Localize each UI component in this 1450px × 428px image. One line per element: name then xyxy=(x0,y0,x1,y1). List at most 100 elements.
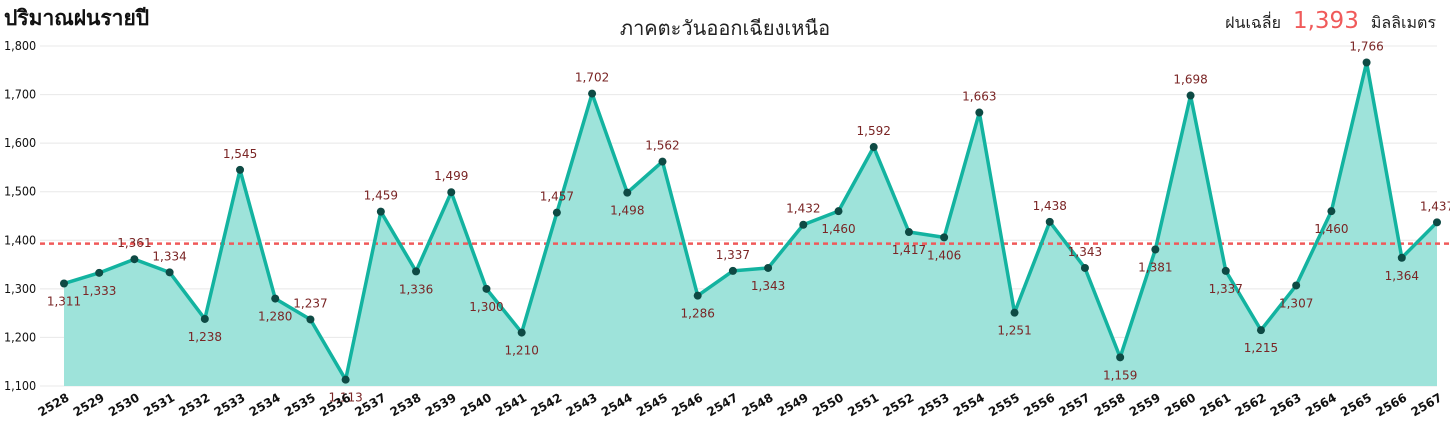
data-label: 1,336 xyxy=(399,282,433,296)
data-point xyxy=(341,375,350,384)
x-tick-label: 2530 xyxy=(106,390,142,419)
x-tick-label: 2529 xyxy=(71,390,107,419)
data-label: 1,237 xyxy=(293,296,327,310)
data-label: 1,311 xyxy=(47,295,81,309)
data-point xyxy=(1327,207,1336,216)
data-point xyxy=(165,268,174,277)
x-tick-label: 2566 xyxy=(1373,390,1409,419)
data-label: 1,437 xyxy=(1420,199,1450,213)
data-label: 1,159 xyxy=(1103,368,1137,382)
x-tick-label: 2558 xyxy=(1092,390,1128,419)
data-label: 1,337 xyxy=(1209,282,1243,296)
data-label: 1,343 xyxy=(751,279,785,293)
x-tick-label: 2561 xyxy=(1197,390,1233,419)
x-tick-label: 2560 xyxy=(1162,390,1198,419)
x-tick-label: 2552 xyxy=(880,390,916,419)
x-tick-label: 2532 xyxy=(176,390,212,419)
x-tick-label: 2539 xyxy=(423,390,459,419)
data-point xyxy=(412,267,421,276)
data-point xyxy=(1080,263,1089,272)
data-label: 1,499 xyxy=(434,169,468,183)
data-label: 1,417 xyxy=(892,243,926,257)
data-label: 1,545 xyxy=(223,147,257,161)
data-point xyxy=(693,291,702,300)
data-point xyxy=(1362,58,1371,67)
data-label: 1,210 xyxy=(504,344,538,358)
area-fill xyxy=(64,62,1437,387)
data-point xyxy=(940,233,949,242)
data-point xyxy=(588,89,597,98)
average-summary: ฝนเฉลี่ย 1,393 มิลลิเมตร xyxy=(1225,8,1436,36)
data-label: 1,592 xyxy=(857,124,891,138)
data-label: 1,337 xyxy=(716,248,750,262)
x-tick-label: 2542 xyxy=(528,390,564,419)
data-point xyxy=(869,143,878,152)
data-point xyxy=(1151,245,1160,254)
x-tick-label: 2563 xyxy=(1268,390,1304,419)
x-tick-label: 2556 xyxy=(1021,390,1057,419)
x-tick-label: 2534 xyxy=(247,390,283,419)
x-tick-label: 2541 xyxy=(493,390,529,419)
x-tick-label: 2559 xyxy=(1127,390,1163,419)
data-label: 1,432 xyxy=(786,202,820,216)
data-label: 1,113 xyxy=(328,391,362,405)
data-label: 1,334 xyxy=(152,249,186,263)
data-label: 1,280 xyxy=(258,310,292,324)
data-point xyxy=(1116,353,1125,362)
data-point xyxy=(799,220,808,229)
data-point xyxy=(1186,91,1195,100)
x-tick-label: 2543 xyxy=(564,390,600,419)
x-tick-label: 2564 xyxy=(1303,390,1339,419)
series-line xyxy=(63,60,1439,382)
x-tick-label: 2554 xyxy=(951,390,987,419)
y-tick-label: 1,600 xyxy=(4,135,36,150)
data-label: 1,460 xyxy=(821,222,855,236)
data-point xyxy=(834,207,843,216)
data-point xyxy=(1292,281,1301,290)
x-tick-label: 2538 xyxy=(388,390,424,419)
x-tick-label: 2547 xyxy=(704,390,740,419)
data-point xyxy=(306,315,315,324)
data-point xyxy=(271,294,280,303)
data-label: 1,381 xyxy=(1138,261,1172,275)
data-label: 1,663 xyxy=(962,90,996,104)
x-tick-label: 2555 xyxy=(986,390,1022,419)
data-label: 1,406 xyxy=(927,248,961,262)
data-label: 1,457 xyxy=(540,190,574,204)
data-label: 1,286 xyxy=(681,307,715,321)
y-tick-label: 1,100 xyxy=(4,378,36,393)
average-unit: มิลลิเมตร xyxy=(1370,13,1436,32)
x-tick-label: 2557 xyxy=(1057,390,1093,419)
data-label: 1,361 xyxy=(117,236,151,250)
data-label: 1,333 xyxy=(82,284,116,298)
x-tick-label: 2540 xyxy=(458,390,494,419)
y-tick-label: 1,400 xyxy=(4,232,36,247)
data-label: 1,215 xyxy=(1244,341,1278,355)
data-point xyxy=(975,108,984,117)
data-point xyxy=(60,279,68,288)
x-tick-label: 2546 xyxy=(669,390,705,419)
data-label: 1,251 xyxy=(997,324,1031,338)
data-point xyxy=(376,207,385,216)
data-point xyxy=(658,157,667,166)
data-point xyxy=(1433,218,1441,227)
y-tick-label: 1,200 xyxy=(4,329,36,344)
data-label: 1,238 xyxy=(188,330,222,344)
data-label: 1,460 xyxy=(1314,222,1348,236)
data-point xyxy=(728,266,737,275)
x-tick-label: 2553 xyxy=(916,390,952,419)
data-label: 1,498 xyxy=(610,204,644,218)
data-point xyxy=(95,268,104,277)
data-label: 1,364 xyxy=(1385,269,1419,283)
data-label: 1,300 xyxy=(469,300,503,314)
data-point xyxy=(200,314,209,323)
data-point xyxy=(1256,326,1265,335)
y-tick-label: 1,500 xyxy=(4,184,36,199)
data-label: 1,343 xyxy=(1068,245,1102,259)
data-point xyxy=(552,208,561,217)
data-label: 1,702 xyxy=(575,71,609,85)
x-tick-label: 2551 xyxy=(845,390,881,419)
data-label: 1,766 xyxy=(1349,40,1383,54)
x-tick-label: 2550 xyxy=(810,390,846,419)
